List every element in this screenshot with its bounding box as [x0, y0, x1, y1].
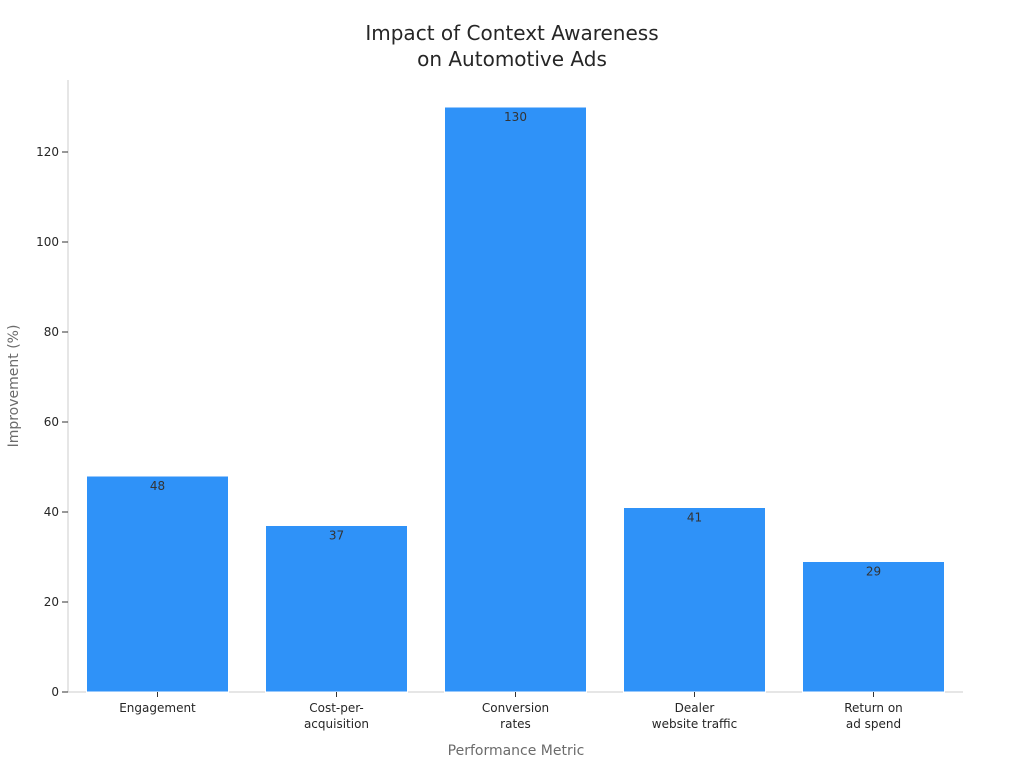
bar — [86, 475, 229, 693]
bar — [265, 525, 408, 693]
bar-value-label: 130 — [504, 110, 527, 124]
chart-title-line-2: on Automotive Ads — [417, 47, 607, 71]
x-tick-label: Conversion — [482, 701, 549, 715]
x-tick-label: rates — [500, 717, 531, 731]
x-tick-label: Dealer — [675, 701, 715, 715]
bar-value-label: 41 — [687, 511, 702, 525]
x-tick-label: Cost-per- — [309, 701, 364, 715]
y-axis-title: Improvement (%) — [6, 325, 22, 448]
bar-value-label: 37 — [329, 529, 344, 543]
bar-value-label: 29 — [866, 565, 881, 579]
chart-title: Impact of Context Awareness on Automotiv… — [365, 21, 658, 71]
y-tick-label: 40 — [44, 505, 59, 519]
y-axis-ticks: 0 20 40 60 80 100 120 — [36, 145, 68, 699]
y-tick-label: 80 — [44, 325, 59, 339]
y-tick-label: 60 — [44, 415, 59, 429]
bar-value-label: 48 — [150, 479, 165, 493]
x-tick-label: Engagement — [119, 701, 196, 715]
x-tick-label: website traffic — [652, 717, 738, 731]
bar — [623, 507, 766, 693]
bars: 48 37 130 41 29 — [86, 106, 945, 693]
x-tick-label: ad spend — [846, 717, 901, 731]
x-axis-title: Performance Metric — [448, 743, 585, 759]
x-tick-label: Return on — [844, 701, 903, 715]
bar — [444, 106, 587, 693]
y-tick-label: 120 — [36, 145, 59, 159]
y-tick-label: 100 — [36, 235, 59, 249]
x-tick-label: acquisition — [304, 717, 369, 731]
y-tick-label: 20 — [44, 595, 59, 609]
bar — [802, 561, 945, 693]
chart-title-line-1: Impact of Context Awareness — [365, 21, 658, 45]
x-axis-ticks: Engagement Cost-per-acquisition Conversion… — [119, 692, 903, 731]
y-tick-label: 0 — [51, 685, 59, 699]
